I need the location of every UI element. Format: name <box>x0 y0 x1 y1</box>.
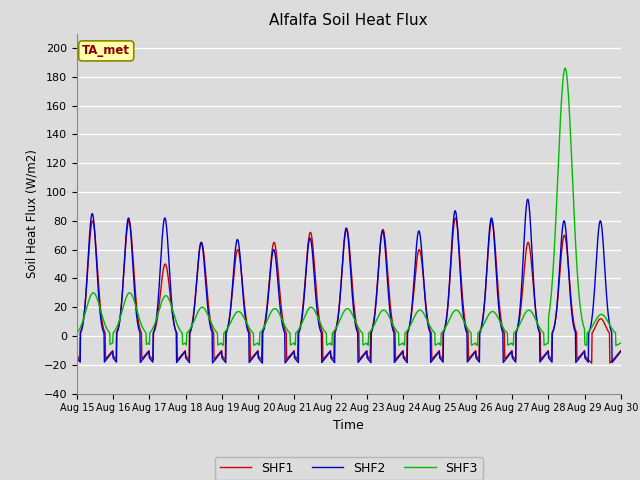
SHF2 <box>255 356 262 361</box>
SHF1 <box>452 215 460 221</box>
Y-axis label: Soil Heat Flux (W/m2): Soil Heat Flux (W/m2) <box>25 149 38 278</box>
SHF1 <box>617 348 625 353</box>
SHF1 <box>433 350 441 356</box>
SHF3 <box>552 210 560 216</box>
SHF3 <box>561 65 569 71</box>
Line: SHF2: SHF2 <box>77 199 621 363</box>
SHF2 <box>524 196 532 202</box>
SHF1 <box>505 352 513 358</box>
SHF3 <box>255 342 262 348</box>
SHF3 <box>433 341 441 347</box>
Line: SHF3: SHF3 <box>77 68 621 346</box>
SHF2 <box>553 304 561 310</box>
Text: TA_met: TA_met <box>82 44 131 58</box>
SHF3 <box>73 330 81 336</box>
SHF1 <box>255 353 262 359</box>
SHF1 <box>553 309 561 314</box>
SHF2 <box>194 264 202 270</box>
SHF3 <box>180 340 188 346</box>
SHF2 <box>434 351 442 357</box>
SHF3 <box>617 340 625 346</box>
SHF1 <box>73 353 81 359</box>
SHF2 <box>180 349 188 355</box>
Legend: SHF1, SHF2, SHF3: SHF1, SHF2, SHF3 <box>214 457 483 480</box>
SHF3 <box>612 343 620 348</box>
Line: SHF1: SHF1 <box>77 218 621 363</box>
SHF1 <box>194 265 202 271</box>
SHF2 <box>259 360 266 366</box>
X-axis label: Time: Time <box>333 419 364 432</box>
SHF2 <box>617 348 625 354</box>
SHF3 <box>194 309 202 315</box>
SHF2 <box>505 353 513 359</box>
SHF1 <box>180 348 188 354</box>
SHF3 <box>504 342 512 348</box>
SHF2 <box>73 355 81 361</box>
Title: Alfalfa Soil Heat Flux: Alfalfa Soil Heat Flux <box>269 13 428 28</box>
SHF1 <box>588 360 596 366</box>
